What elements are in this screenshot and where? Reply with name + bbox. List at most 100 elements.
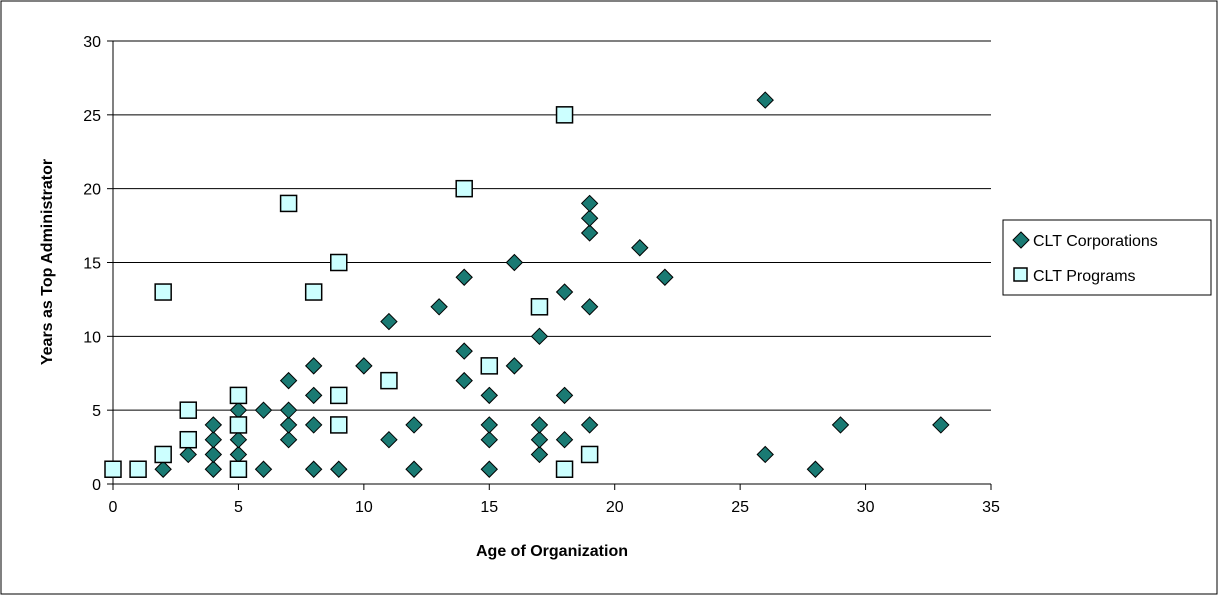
data-point-program [530, 298, 549, 316]
data-point-corporation [580, 298, 599, 316]
data-point-corporation [555, 430, 574, 449]
x-tick-label: 35 [982, 499, 1000, 516]
data-point-program [179, 430, 198, 449]
data-point-corporation [455, 268, 473, 286]
data-point-corporation [580, 416, 599, 434]
legend-label-clt-programs: CLT Programs [1033, 268, 1136, 285]
data-point-corporation [154, 460, 172, 478]
data-point-corporation [480, 416, 498, 434]
legend-marker-clt-corporations [1012, 231, 1030, 249]
data-point-corporation [555, 386, 574, 405]
axes [107, 40, 992, 490]
data-point-program [279, 194, 298, 213]
legend-diamond-icon [1012, 231, 1030, 249]
data-point-program [580, 445, 599, 464]
legend-box [1002, 219, 1212, 296]
data-point-corporation [254, 460, 273, 478]
data-point-corporation [480, 386, 498, 405]
data-point-program [154, 283, 172, 301]
data-point-corporation [756, 445, 774, 464]
x-tick-label: 0 [109, 499, 118, 516]
data-point-corporation [279, 416, 298, 434]
data-point-corporation [304, 357, 323, 375]
legend-square-icon [1013, 267, 1028, 282]
data-point-corporation [480, 430, 498, 449]
data-point-program [330, 253, 348, 272]
data-point-corporation [304, 416, 323, 434]
data-point-corporation [204, 445, 223, 464]
x-tick-label: 25 [731, 499, 749, 516]
x-tick-label: 5 [234, 499, 243, 516]
data-point-corporation [555, 283, 574, 301]
data-point-program [555, 460, 574, 478]
y-tick-label: 0 [92, 477, 101, 494]
y-tick-label: 20 [83, 182, 101, 199]
data-point-corporation [304, 386, 323, 405]
data-point-corporation [380, 430, 398, 449]
y-axis-title: Years as Top Administrator [39, 159, 56, 365]
data-point-corporation [505, 253, 524, 272]
data-point-corporation [831, 416, 850, 434]
data-point-corporation [480, 460, 498, 478]
data-point-corporation [806, 460, 825, 478]
data-point-program [229, 386, 248, 405]
y-tick-label: 25 [83, 108, 101, 125]
data-point-corporation [932, 416, 950, 434]
data-point-corporation [330, 460, 348, 478]
data-point-program [229, 460, 248, 478]
data-point-corporation [580, 194, 599, 213]
data-point-program [154, 445, 172, 464]
legend-label-clt-corporations: CLT Corporations [1033, 233, 1158, 250]
series-clt-corporations [154, 91, 950, 478]
data-point-corporation [455, 342, 473, 360]
data-point-corporation [530, 416, 549, 434]
data-point-corporation [656, 268, 674, 286]
data-point-corporation [279, 371, 298, 390]
data-point-program [330, 416, 348, 434]
y-tick-label: 5 [92, 403, 101, 420]
data-point-corporation [179, 445, 197, 464]
data-point-corporation [580, 224, 599, 242]
series-clt-programs [104, 106, 599, 478]
data-point-corporation [279, 430, 298, 449]
data-point-corporation [254, 401, 273, 419]
data-point-corporation [229, 430, 248, 449]
data-point-corporation [530, 445, 549, 464]
legend-marker-clt-programs [1013, 267, 1028, 282]
data-point-corporation [405, 416, 423, 434]
y-tick-label: 30 [83, 34, 101, 51]
x-tick-label: 15 [480, 499, 498, 516]
x-tick-label: 30 [857, 499, 875, 516]
data-point-program [555, 106, 574, 124]
data-point-corporation [455, 371, 473, 390]
data-point-corporation [304, 460, 323, 478]
data-point-corporation [530, 430, 549, 449]
data-point-corporation [355, 357, 373, 375]
data-point-program [455, 179, 473, 198]
data-point-corporation [756, 91, 774, 109]
data-point-corporation [580, 209, 599, 227]
data-point-corporation [430, 298, 448, 316]
data-point-program [129, 460, 147, 478]
y-tick-label: 15 [83, 256, 101, 273]
data-point-program [229, 416, 248, 434]
data-point-program [480, 357, 499, 375]
x-tick-label: 10 [355, 499, 373, 516]
data-point-corporation [279, 401, 298, 419]
data-point-corporation [405, 460, 423, 478]
data-point-program [304, 283, 323, 301]
legend: CLT Corporations CLT Programs [1002, 219, 1212, 296]
data-points [104, 91, 950, 478]
data-point-corporation [631, 239, 649, 257]
x-tick-label: 20 [606, 499, 624, 516]
data-point-program [380, 371, 398, 390]
data-point-program [179, 401, 198, 419]
data-point-corporation [204, 416, 223, 434]
data-point-program [104, 460, 122, 478]
data-point-corporation [530, 327, 549, 346]
data-point-corporation [505, 357, 524, 375]
data-point-corporation [380, 312, 398, 331]
